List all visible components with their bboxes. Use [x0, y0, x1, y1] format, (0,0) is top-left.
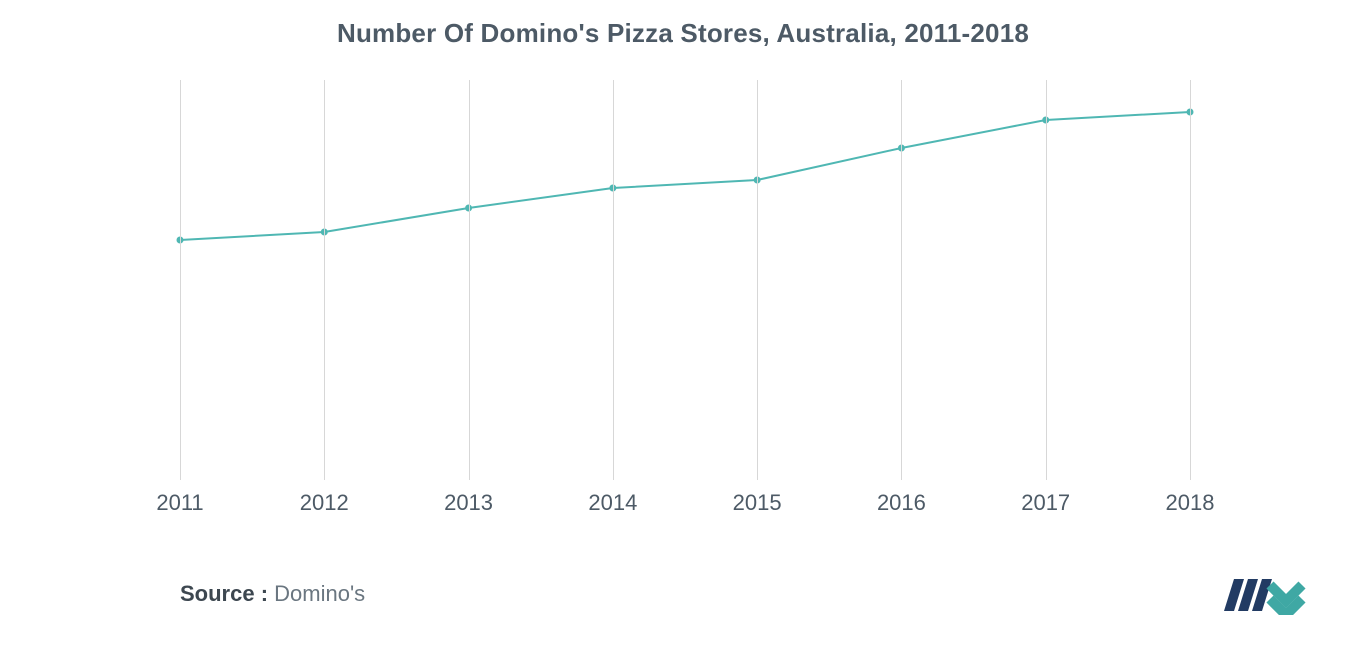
x-gridline — [757, 80, 758, 480]
x-gridline — [1190, 80, 1191, 480]
source-value: Domino's — [274, 581, 365, 606]
chart-title: Number Of Domino's Pizza Stores, Austral… — [0, 18, 1366, 49]
series-markers — [177, 109, 1194, 244]
x-tick-label: 2018 — [1166, 490, 1215, 516]
line-layer — [180, 80, 1190, 480]
x-gridline — [901, 80, 902, 480]
plot-area: 20112012201320142015201620172018 — [180, 80, 1190, 480]
x-tick-label: 2013 — [444, 490, 493, 516]
series-line — [180, 112, 1190, 240]
x-gridline — [613, 80, 614, 480]
source-row: Source : Domino's — [180, 581, 365, 607]
brand-logo — [1220, 575, 1306, 615]
x-tick-label: 2014 — [588, 490, 637, 516]
x-gridline — [180, 80, 181, 480]
x-tick-label: 2017 — [1021, 490, 1070, 516]
source-label: Source : — [180, 581, 268, 606]
x-tick-label: 2015 — [733, 490, 782, 516]
x-gridline — [469, 80, 470, 480]
x-gridline — [324, 80, 325, 480]
x-tick-label: 2016 — [877, 490, 926, 516]
chart-container: Number Of Domino's Pizza Stores, Austral… — [0, 0, 1366, 655]
x-gridline — [1046, 80, 1047, 480]
x-tick-label: 2011 — [156, 490, 203, 516]
x-tick-label: 2012 — [300, 490, 349, 516]
